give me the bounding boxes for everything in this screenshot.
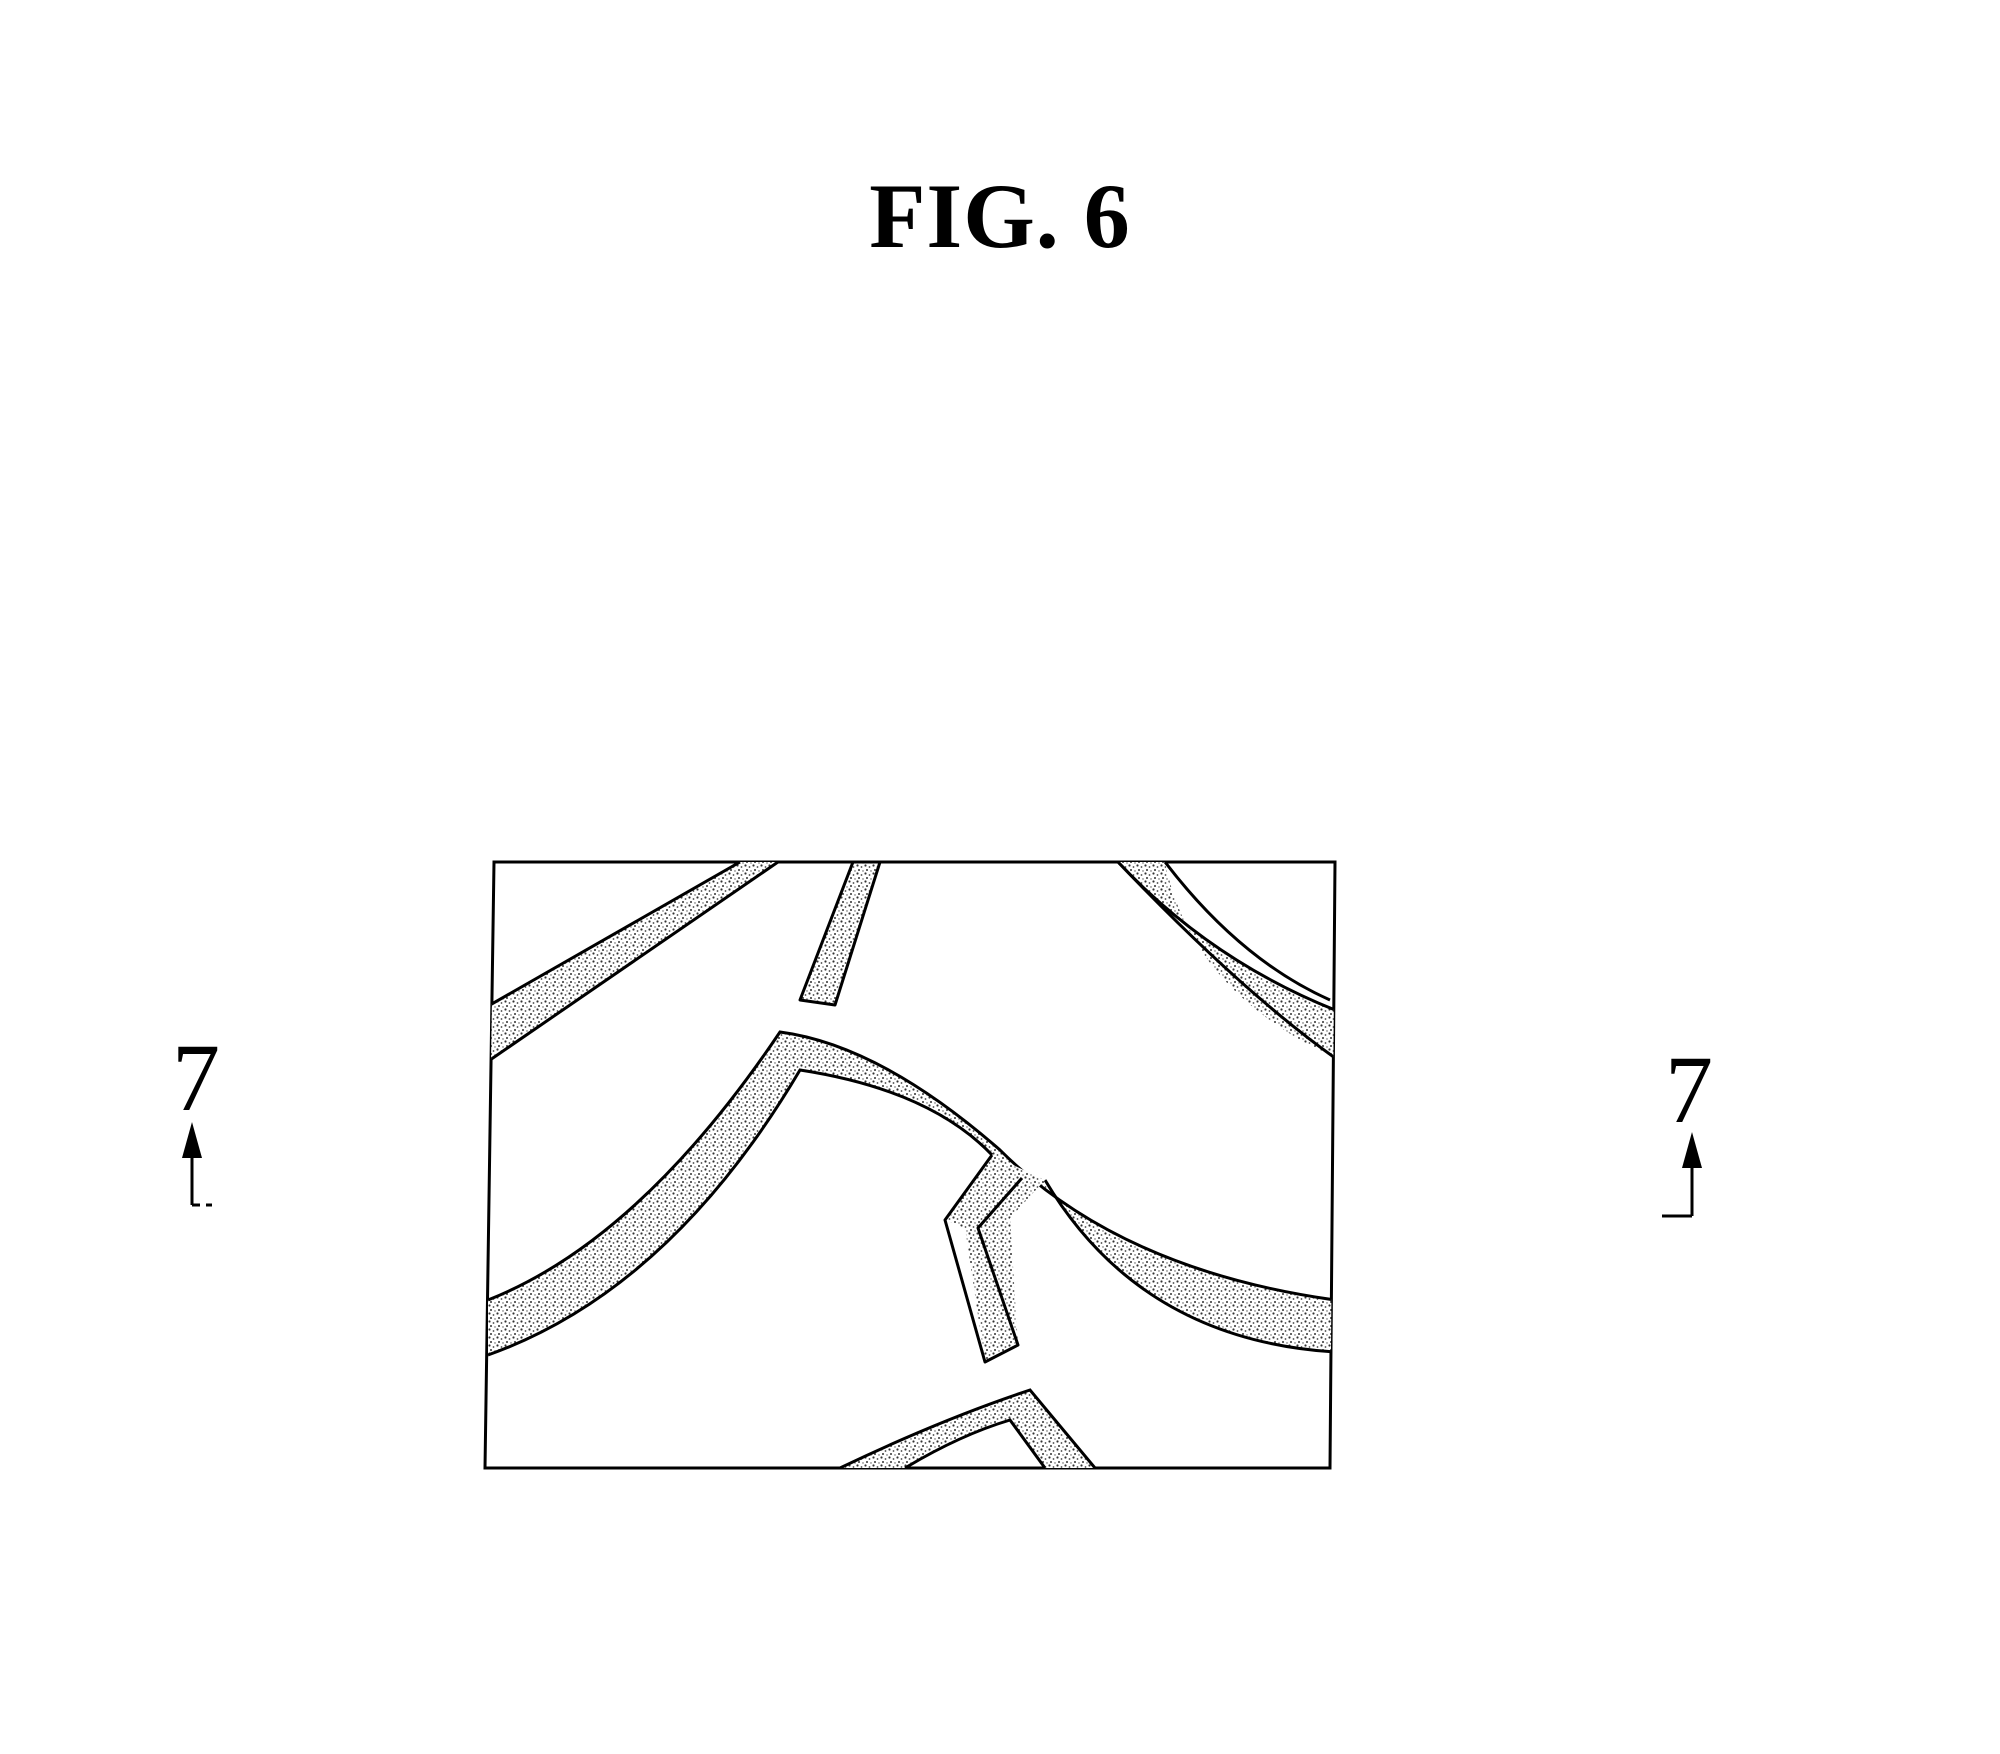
arc-band-top-right xyxy=(1118,862,1335,1058)
short-segment-top xyxy=(800,862,880,1005)
branch-segment xyxy=(945,1155,1045,1362)
arc-band-middle xyxy=(488,1032,1335,1355)
arc-band-bottom xyxy=(840,1390,1095,1468)
section-arrow-right xyxy=(1662,1132,1702,1216)
section-arrow-left xyxy=(182,1122,212,1205)
